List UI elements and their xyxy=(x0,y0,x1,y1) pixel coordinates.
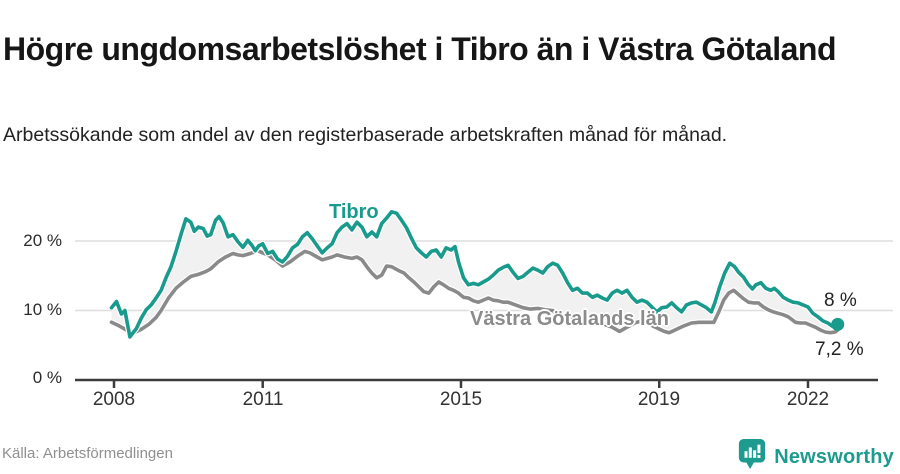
x-axis-tick-2008: 2008 xyxy=(92,389,136,410)
x-axis-tick-2015: 2015 xyxy=(439,389,483,410)
chart-subtitle: Arbetssökande som andel av den registerb… xyxy=(3,123,728,146)
series-label-tibro: Tibro xyxy=(329,201,379,223)
Västra Götalands län-line xyxy=(109,248,840,335)
end-value-label-vastra-gotaland: 7,2 % xyxy=(815,339,864,360)
x-axis-tick-2022: 2022 xyxy=(786,389,830,410)
x-axis-tick-2011: 2011 xyxy=(242,389,284,410)
chart-title: Högre ungdomsarbetslöshet i Tibro än i V… xyxy=(3,31,837,68)
tibro-end-dot xyxy=(831,317,845,331)
source-credit: Källa: Arbetsförmedlingen xyxy=(2,445,173,462)
Tibro-line xyxy=(109,210,840,339)
y-axis-tick-10: 10 % xyxy=(23,300,62,319)
brand-name: Newsworthy xyxy=(774,445,894,468)
newsworthy-chart-bubble-icon xyxy=(737,438,767,474)
x-axis-tick-2019: 2019 xyxy=(637,389,681,410)
y-axis-tick-0: 0 % xyxy=(32,368,62,387)
series-label-vastra-gotaland: Västra Götalands län xyxy=(470,308,669,330)
y-axis-tick-20: 20 % xyxy=(23,231,62,250)
end-value-label-tibro: 8 % xyxy=(824,290,857,311)
newsworthy-logo: Newsworthy xyxy=(737,438,894,474)
